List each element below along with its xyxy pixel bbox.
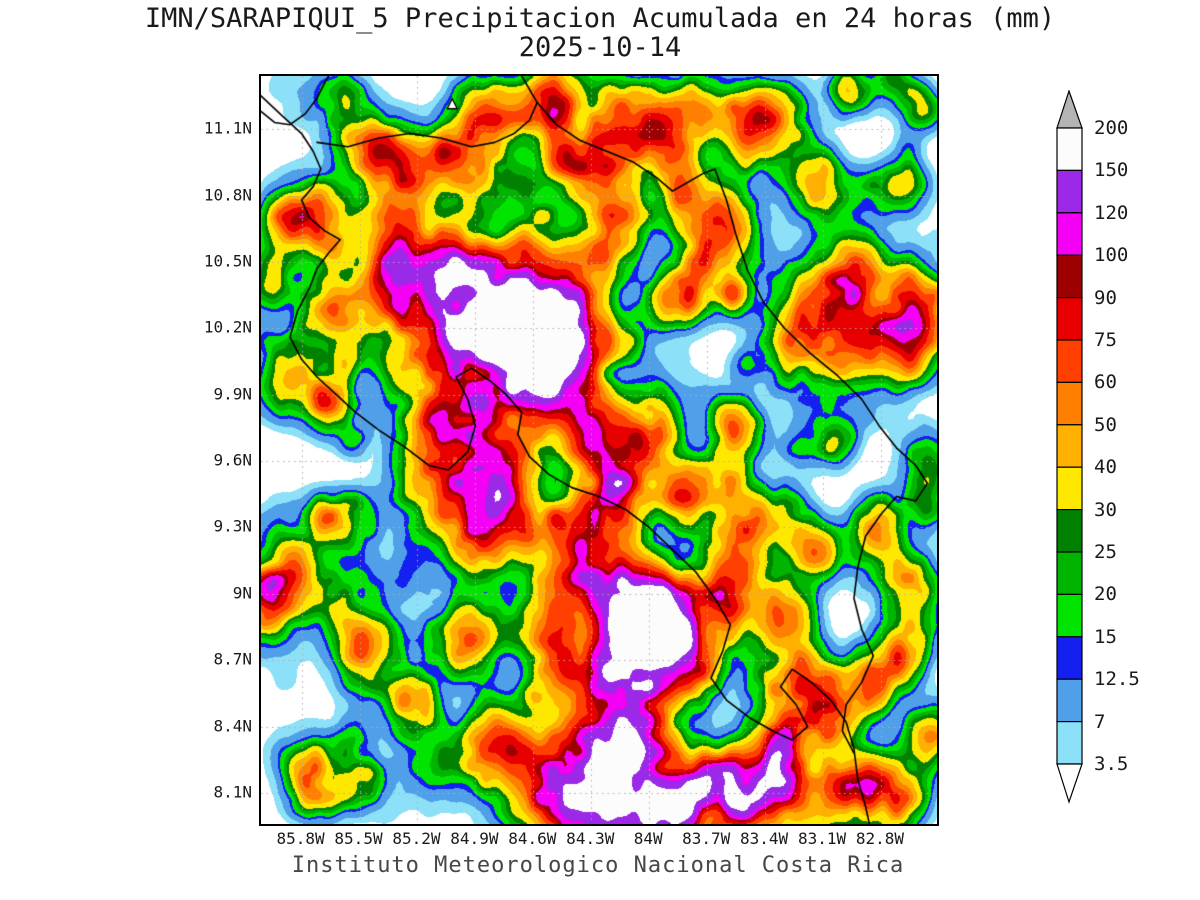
y-tick-label: 8.7N xyxy=(213,649,252,669)
y-tick-label: 10.5N xyxy=(203,251,252,271)
colorbar-tick-label: 3.5 xyxy=(1094,753,1129,775)
x-tick-label: 83.7W xyxy=(682,829,731,848)
colorbar-tick-label: 120 xyxy=(1094,201,1129,224)
x-tick-label: 85.5W xyxy=(334,829,383,848)
footer-credit: Instituto Meteorologico Nacional Costa R… xyxy=(291,853,905,878)
x-tick-label: 84.6W xyxy=(508,829,557,848)
y-tick-label: 11.1N xyxy=(203,118,252,138)
colorbar-scale xyxy=(1056,89,1083,804)
colorbar-tick-label: 60 xyxy=(1094,371,1117,394)
map-plot-frame xyxy=(259,74,939,826)
x-tick-label: 85.8W xyxy=(276,829,325,848)
colorbar-tick-label: 20 xyxy=(1094,583,1117,606)
colorbar-tick-label: 50 xyxy=(1094,413,1117,436)
y-tick-label: 9N xyxy=(232,583,252,603)
x-tick-label: 83.1W xyxy=(797,829,847,848)
precipitation-field-canvas xyxy=(261,76,937,824)
colorbar-tick-label: 40 xyxy=(1094,456,1117,479)
page-subtitle-date: 2025-10-14 xyxy=(518,32,682,63)
page-title: IMN/SARAPIQUI_5 Precipitacion Acumulada … xyxy=(144,3,1056,34)
colorbar: 3.5 7 12.5 15 20 25 30 40 50 60 75 90 100 120 150 200 xyxy=(1056,89,1176,860)
y-tick-label: 9.3N xyxy=(213,516,252,536)
colorbar-tick-label: 150 xyxy=(1094,159,1129,182)
y-tick-label: 9.9N xyxy=(213,384,252,404)
y-tick-label: 10.8N xyxy=(203,185,252,204)
colorbar-tick-label: 25 xyxy=(1094,541,1117,563)
x-tick-label: 85.2W xyxy=(392,829,441,848)
x-tick-label: 84.3W xyxy=(566,829,615,848)
x-tick-label: 84.9W xyxy=(450,829,499,848)
colorbar-tick-label: 7 xyxy=(1094,710,1106,733)
colorbar-tick-label: 90 xyxy=(1094,286,1117,309)
colorbar-tick-label: 200 xyxy=(1094,117,1129,139)
y-tick-label: 8.4N xyxy=(213,716,252,736)
colorbar-tick-label: 75 xyxy=(1094,329,1117,351)
x-tick-label: 84W xyxy=(633,829,663,848)
colorbar-tick-label: 30 xyxy=(1094,498,1117,521)
colorbar-tick-label: 100 xyxy=(1094,244,1129,267)
x-tick-label: 83.4W xyxy=(740,829,789,848)
y-tick-label: 10.2N xyxy=(203,317,252,337)
y-tick-label: 9.6N xyxy=(213,450,252,470)
colorbar-tick-label: 15 xyxy=(1094,625,1117,648)
y-tick-label: 8.1N xyxy=(213,782,252,802)
colorbar-tick-label: 12.5 xyxy=(1094,668,1140,691)
x-tick-label: 82.8W xyxy=(855,829,905,848)
